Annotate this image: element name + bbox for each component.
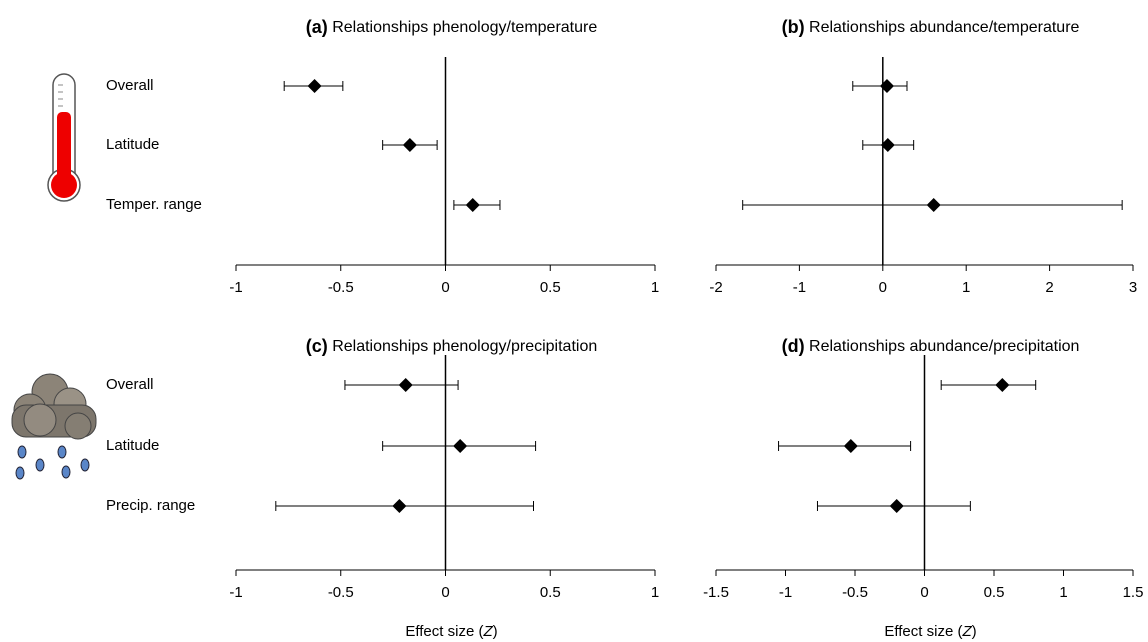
x-tick-label: 0.5 [984,584,1005,601]
point [889,499,904,513]
rain-cloud-icon [11,373,97,480]
panel-label: (c) [306,336,328,356]
point [465,198,480,212]
row-label: Temper. range [106,196,202,213]
point [402,138,417,152]
point [307,79,322,93]
point [995,378,1010,392]
x-tick-label: 3 [1129,279,1137,296]
row-label: Latitude [106,136,159,153]
x-tick-label: 1 [651,584,659,601]
panel-label: (d) [782,336,805,356]
x-tick-label: 2 [1045,279,1053,296]
point [453,439,468,453]
row-label: Latitude [106,437,159,454]
x-tick-label: -1 [793,279,806,296]
row-label: Overall [106,77,154,94]
x-tick-label: 1 [962,279,970,296]
x-tick-label: -1 [779,584,792,601]
panel-label: (a) [306,17,328,37]
panel-title: (a) Relationships phenology/temperature [306,17,598,37]
x-tick-label: -0.5 [328,279,354,296]
x-tick-label: -2 [709,279,722,296]
x-tick-label: 0.5 [540,279,561,296]
x-tick-label: 1 [651,279,659,296]
thermometer-icon [47,73,81,202]
row-label: Precip. range [106,497,195,514]
x-axis-label: Effect size (Z) [884,623,976,640]
x-axis-label-part: Z [961,623,972,640]
point [843,439,858,453]
x-tick-label: 1 [1059,584,1067,601]
panel-title: (b) Relationships abundance/temperature [782,17,1080,37]
point [398,378,413,392]
x-tick-label: 0.5 [540,584,561,601]
x-tick-label: 0 [879,279,887,296]
panel-title: (d) Relationships abundance/precipitatio… [782,336,1080,356]
x-tick-label: 0 [920,584,928,601]
x-axis-label: Effect size (Z) [405,623,497,640]
x-tick-label: -0.5 [842,584,868,601]
x-axis-label-part: Z [482,623,493,640]
x-tick-label: 0 [441,279,449,296]
x-axis-label-part: Effect size ( [405,623,483,640]
x-tick-label: -0.5 [328,584,354,601]
x-tick-label: 1.5 [1123,584,1144,601]
panel-title: (c) Relationships phenology/precipitatio… [306,336,598,356]
x-axis-label-part: ) [972,623,977,640]
x-tick-label: 0 [441,584,449,601]
panel-title-text: Relationships phenology/precipitation [332,338,597,355]
point [880,138,895,152]
point [879,79,894,93]
point [926,198,941,212]
x-axis-label-part: ) [493,623,498,640]
panel-title-text: Relationships abundance/precipitation [809,338,1079,355]
row-label: Overall [106,376,154,393]
panel-label: (b) [782,17,805,37]
x-tick-label: -1 [229,584,242,601]
point [392,499,407,513]
panel-title-text: Relationships abundance/temperature [809,19,1080,36]
x-tick-label: -1.5 [703,584,729,601]
x-tick-label: -1 [229,279,242,296]
x-axis-label-part: Effect size ( [884,623,962,640]
panel-title-text: Relationships phenology/temperature [332,19,597,36]
